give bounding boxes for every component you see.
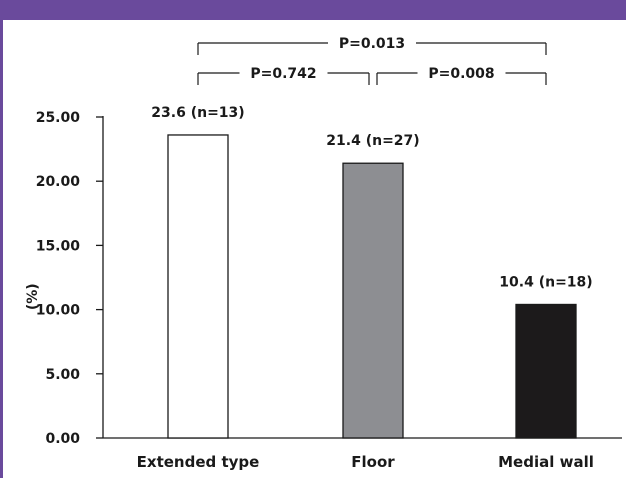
figure-header-band [0,0,626,20]
y-tick-label: 15.00 [36,238,81,254]
p-value-label: P=0.013 [339,36,405,52]
data-label: 10.4 (n=18) [499,274,592,290]
significance-bracket: P=0.013 [197,36,547,55]
x-tick-label: Floor [351,453,395,471]
data-label: 23.6 (n=13) [151,105,244,121]
significance-brackets: P=0.742 P=0.008 P=0.013 [197,36,547,85]
p-value-label: P=0.742 [250,66,316,82]
y-tick-label: 0.00 [45,431,80,447]
bar [515,303,577,439]
chart-data-labels: 23.6 (n=13) 21.4 (n=27) 10.4 (n=18) [151,105,592,290]
significance-bracket: P=0.742 [197,66,370,85]
chart-axes: 0.00 5.00 10.00 15.00 20.00 25.00 (%) Extended … [25,110,622,471]
x-tick-label: Extended type [137,453,260,471]
y-tick-label: 10.00 [36,303,81,319]
bar [167,134,229,439]
y-tick-label: 25.00 [36,110,81,126]
y-axis-title: (%) [25,283,41,310]
y-tick-label: 5.00 [45,367,80,383]
figure-left-rule [0,20,3,478]
x-tick-label: Medial wall [498,453,594,471]
p-value-label: P=0.008 [428,66,494,82]
bar [342,162,404,439]
chart-bars [167,134,577,439]
significance-bracket: P=0.008 [376,66,547,85]
y-tick-label: 20.00 [36,174,81,190]
data-label: 21.4 (n=27) [326,133,419,149]
